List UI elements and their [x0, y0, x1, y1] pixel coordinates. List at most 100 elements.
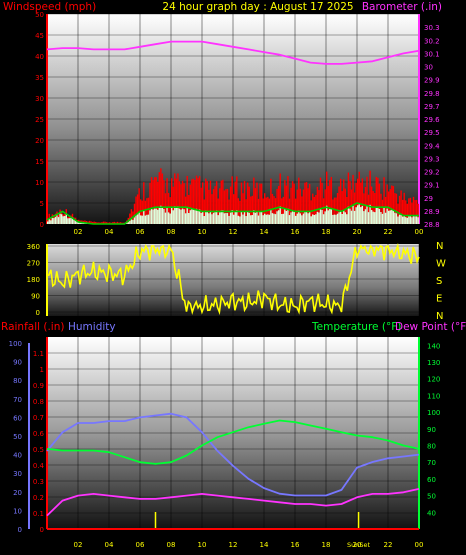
- wind-average-bar: [377, 207, 379, 224]
- wind-average-bar: [321, 209, 323, 224]
- windspeed-bar: [138, 188, 140, 224]
- windspeed-bar: [250, 196, 252, 224]
- windspeed-bar: [226, 188, 229, 224]
- wind-average-bar: [380, 212, 382, 224]
- wind-average-bar: [355, 207, 357, 224]
- humidity-tick-label: 10: [13, 507, 22, 515]
- wind-average-bar: [361, 205, 364, 224]
- wind-average-bar: [194, 209, 196, 224]
- wind-average-bar: [150, 208, 153, 224]
- wind-average-bar: [326, 205, 328, 224]
- windspeed-bar: [383, 177, 385, 224]
- rainfall-tick-label: 0.7: [33, 414, 44, 422]
- windspeed-bar: [386, 184, 388, 224]
- windspeed-bar: [288, 198, 291, 224]
- rainfall-tick-label: 0.9: [33, 382, 44, 390]
- wind-average-bar: [251, 215, 253, 224]
- windspeed-bar: [236, 176, 238, 224]
- windspeed-bar: [406, 203, 408, 224]
- windspeed-bar: [327, 186, 329, 224]
- temperature-tick-label: 80: [427, 443, 436, 451]
- wind-average-bar: [186, 207, 188, 224]
- wind-average-bar: [228, 215, 230, 224]
- wind-average-bar: [208, 213, 210, 224]
- windspeed-bar: [400, 190, 402, 224]
- wind-average-bar: [48, 218, 50, 224]
- wind-average-bar: [68, 218, 71, 224]
- temperature-tick-label: 100: [427, 409, 440, 417]
- wind-average-bar: [158, 206, 160, 224]
- wind-average-bar: [319, 208, 322, 224]
- windspeed-bar: [225, 189, 227, 224]
- x-tick-label: 14: [260, 541, 269, 549]
- windspeed-bar: [274, 198, 277, 224]
- wind-average-bar: [223, 213, 226, 224]
- wind-average-bar: [287, 208, 289, 224]
- wind-average-bar: [324, 211, 326, 224]
- barometer-tick-label: 30.2: [424, 37, 440, 45]
- windspeed-bar: [417, 203, 419, 224]
- wind-average-bar: [71, 217, 74, 224]
- wind-average-bar: [295, 215, 297, 224]
- windspeed-bar: [367, 194, 370, 224]
- windspeed-bar: [401, 199, 404, 224]
- wind-average-bar: [157, 209, 159, 224]
- wind-average-bar: [189, 210, 191, 224]
- wind-average-bar: [267, 214, 269, 224]
- temperature-tick-label: 40: [427, 509, 436, 517]
- wind-average-bar: [197, 209, 199, 224]
- wind-average-bar: [405, 217, 407, 224]
- windspeed-bar: [322, 198, 325, 224]
- windspeed-bar: [347, 172, 350, 224]
- wind-average-bar: [282, 213, 284, 224]
- rainfall-tick-label: 0.4: [33, 462, 45, 470]
- wind-average-bar: [360, 207, 362, 224]
- windspeed-bar: [104, 221, 106, 224]
- wind-average-bar: [129, 220, 131, 224]
- windspeed-tick-label: 50: [35, 11, 44, 19]
- wind-average-bar: [160, 205, 162, 224]
- windspeed-bar: [205, 178, 207, 224]
- windspeed-bar: [88, 220, 91, 224]
- windspeed-bar: [219, 188, 221, 224]
- windspeed-bar: [369, 170, 371, 224]
- barometer-tick-label: 29.2: [424, 169, 440, 177]
- wind-average-bar: [205, 210, 207, 224]
- wind-average-bar: [299, 213, 302, 224]
- windspeed-bar: [332, 199, 334, 224]
- windspeed-tick-label: 35: [35, 74, 44, 82]
- wind-average-bar: [415, 216, 418, 224]
- windspeed-bar: [405, 200, 407, 224]
- wind-average-bar: [177, 206, 179, 224]
- x-tick-label: 16: [291, 541, 300, 549]
- wind-average-bar: [214, 211, 216, 224]
- wind-average-bar: [133, 217, 136, 224]
- wind-average-bar: [146, 214, 148, 224]
- wind-average-bar: [217, 215, 219, 224]
- windspeed-bar: [339, 178, 342, 224]
- windspeed-bar: [277, 185, 280, 224]
- windspeed-bar: [116, 221, 119, 224]
- wind-average-bar: [163, 208, 165, 224]
- wind-average-bar: [381, 213, 384, 224]
- windspeed-bar: [381, 199, 384, 224]
- barometer-tick-label: 29.4: [424, 142, 440, 150]
- barometer-tick-label: 29: [424, 195, 433, 203]
- wind-average-bar: [76, 221, 78, 224]
- windspeed-bar: [155, 177, 157, 224]
- windspeed-bar: [353, 192, 356, 224]
- wind-average-bar: [78, 221, 80, 224]
- wind-average-bar: [212, 212, 215, 224]
- barometer-tick-label: 29.7: [424, 103, 440, 111]
- wind-average-bar: [389, 210, 391, 224]
- windspeed-bar: [270, 178, 272, 224]
- windspeed-bar: [344, 188, 346, 224]
- windspeed-bar: [102, 221, 105, 224]
- windspeed-bar: [279, 173, 281, 224]
- dew-point-axis-title: Dew Point (°F): [395, 321, 466, 333]
- wind-average-bar: [386, 208, 388, 224]
- wind-average-bar: [67, 218, 69, 224]
- wind-average-bar: [47, 221, 49, 224]
- windspeed-bar: [177, 173, 179, 224]
